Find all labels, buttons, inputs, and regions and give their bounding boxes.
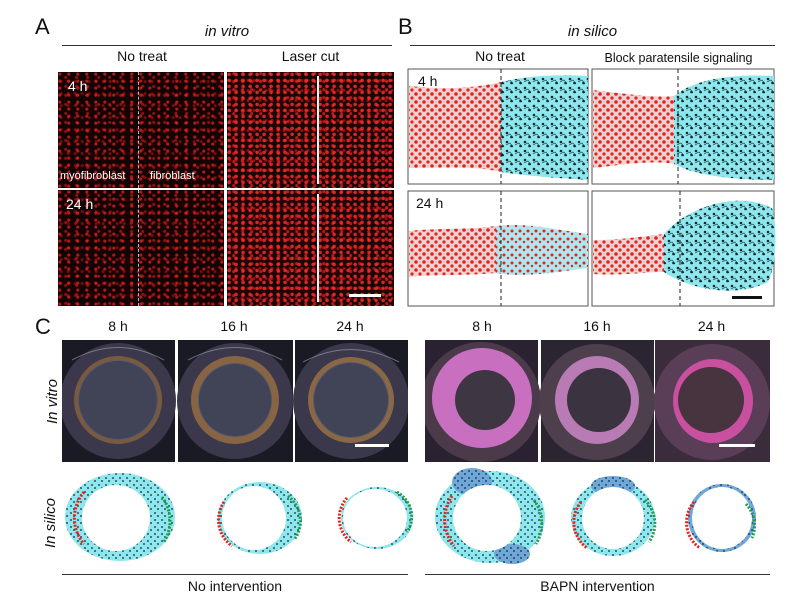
dish-photo-8h	[62, 340, 176, 462]
panel-a-header: in vitro	[204, 23, 250, 40]
caption-left-rule	[62, 574, 408, 575]
panel-c-row-label-invitro: In vitro	[44, 378, 61, 424]
sim-ring-bapn-24h	[685, 484, 757, 552]
panel-c-invitro-photos-right	[425, 340, 770, 462]
tissue-cyan-block-4h	[674, 75, 774, 180]
panel-c-letter: C	[35, 314, 51, 339]
dish-photo-24h	[293, 340, 408, 462]
laser-cut-line	[317, 194, 319, 302]
panel-b-header: in silico	[567, 23, 618, 40]
tissue-cyan-notreat-4h	[501, 75, 588, 180]
panel-b-simulations: 24 h	[407, 68, 776, 307]
laser-cut-line	[317, 76, 319, 184]
label-fibroblast: fibroblast	[150, 170, 195, 182]
panel-a-time-4h: 4 h	[68, 78, 88, 94]
dish-photo-bapn-8h	[425, 340, 541, 462]
panel-a-image-notreat-24h: 24 h	[58, 190, 224, 306]
boundary-dashed-line	[138, 72, 139, 188]
boundary-dashed-line	[138, 190, 139, 306]
panel-a-image-lasercut-4h	[227, 72, 394, 188]
panel-b-header-rule	[410, 45, 775, 46]
panel-a-header-rule	[62, 45, 392, 46]
dish-photo-16h	[177, 340, 293, 462]
panel-c-time-left-24h: 24 h	[336, 318, 364, 334]
dish-photo-bapn-24h	[654, 340, 770, 462]
tissue-mix-notreat-24h	[496, 224, 588, 275]
panel-a-time-24h: 24 h	[66, 196, 94, 212]
tissue-cyan-block-24h	[664, 200, 776, 291]
sim-ring-bapn-8h	[435, 468, 545, 564]
panel-c-time-left-16h: 16 h	[220, 318, 248, 334]
scale-bar	[732, 296, 762, 299]
panel-a-image-notreat-4h: 4 h myofibroblast fibroblast	[58, 72, 224, 188]
sim-ring-bapn-16h	[571, 476, 657, 556]
sim-ring-8h	[65, 473, 175, 561]
panel-b-col-left: No treat	[475, 48, 525, 64]
panel-c-invitro-photos-left	[62, 340, 408, 462]
panel-b-time-24h: 24 h	[416, 195, 443, 211]
panel-a-col-right: Laser cut	[281, 48, 340, 64]
panel-c-row-label-insilico: In silico	[42, 497, 59, 548]
dish-photo-bapn-16h	[539, 340, 655, 462]
panel-c-insilico-rings	[65, 468, 757, 564]
panel-b-col-right: Block paratensile signaling	[604, 51, 753, 65]
panel-c-time-left-8h: 8 h	[108, 318, 128, 334]
panel-b-time-4h: 4 h	[418, 73, 438, 89]
panel-c-time-right-24h: 24 h	[697, 318, 726, 334]
panel-c-time-right-16h: 16 h	[583, 318, 611, 334]
label-myofibroblast: myofibroblast	[60, 170, 126, 182]
panel-a-letter: A	[35, 14, 50, 39]
panel-c-time-right-8h: 8 h	[472, 318, 492, 334]
tissue-red-notreat-24h	[409, 226, 496, 277]
scale-bar	[349, 294, 381, 297]
caption-no-intervention: No intervention	[187, 578, 283, 594]
caption-right-rule	[425, 574, 770, 575]
panel-a-image-lasercut-24h	[227, 190, 394, 306]
caption-bapn-intervention: BAPN intervention	[540, 578, 655, 594]
tissue-red-block-24h	[593, 234, 664, 275]
sim-ring-16h	[217, 482, 302, 554]
tissue-red-block-4h	[593, 90, 674, 168]
panel-b-letter: B	[398, 14, 413, 39]
tissue-red-notreat-4h	[409, 82, 501, 172]
sim-ring-24h	[337, 487, 414, 549]
panel-a-col-left: No treat	[117, 48, 167, 64]
